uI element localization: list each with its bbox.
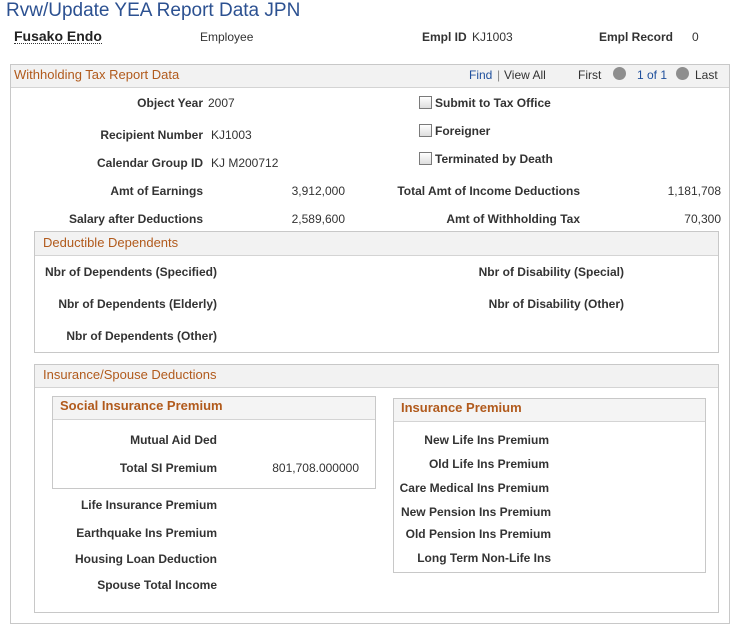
checkbox[interactable] [419, 124, 432, 137]
field-value: KJ1003 [211, 128, 252, 142]
field-label: Amt of Earnings [110, 184, 203, 198]
field-label: Recipient Number [100, 128, 203, 142]
field-label: Life Insurance Premium [80, 498, 217, 512]
field-label: Nbr of Dependents (Other) [66, 329, 217, 343]
field-value: 801,708.000000 [272, 461, 359, 475]
field-label: Nbr of Dependents (Elderly) [58, 297, 217, 311]
dependents-panel [34, 231, 719, 353]
find-link[interactable]: Find [469, 68, 493, 82]
field-label: Nbr of Disability (Special) [478, 265, 624, 279]
field-label: Long Term Non-Life Ins [417, 551, 551, 565]
field-label: Object Year [137, 96, 203, 110]
checkbox-label: Terminated by Death [435, 152, 553, 166]
field-label: Nbr of Disability (Other) [488, 297, 624, 311]
field-value: 2007 [208, 96, 235, 110]
checkbox-label: Foreigner [435, 124, 491, 138]
section-title: Withholding Tax Report Data [14, 67, 180, 82]
next-button[interactable] [676, 67, 689, 80]
field-label: Spouse Total Income [97, 578, 217, 592]
page-title: Rvw/Update YEA Report Data JPN [6, 0, 301, 21]
field-label: Old Pension Ins Premium [405, 527, 551, 541]
empl-id-label: Empl ID [422, 30, 467, 44]
field-label: Mutual Aid Ded [130, 433, 217, 447]
field-label: New Life Ins Premium [424, 433, 549, 447]
field-label: Housing Loan Deduction [75, 552, 217, 566]
field-label: Total Amt of Income Deductions [397, 184, 580, 198]
group-title: Insurance Premium [401, 400, 522, 415]
section-title: Insurance/Spouse Deductions [43, 367, 217, 382]
separator: | [497, 68, 501, 82]
view-all-link[interactable]: View All [504, 68, 546, 82]
insurance-premium-box [393, 398, 706, 573]
checkbox-label: Submit to Tax Office [435, 96, 551, 110]
field-value: 70,300 [684, 212, 721, 226]
field-label: Earthquake Ins Premium [76, 526, 217, 540]
prev-button[interactable] [613, 67, 626, 80]
field-value: 3,912,000 [291, 184, 345, 198]
employee-name[interactable]: Fusako Endo [14, 28, 102, 44]
field-label: Salary after Deductions [68, 212, 203, 226]
checkbox[interactable] [419, 96, 432, 109]
field-label: Nbr of Dependents (Specified) [44, 265, 217, 279]
empl-record: 0 [692, 30, 699, 44]
insurance-panel [34, 364, 719, 613]
employee-role: Employee [200, 30, 254, 44]
field-label: Old Life Ins Premium [428, 457, 549, 471]
section-title: Deductible Dependents [43, 235, 179, 250]
empl-record-label: Empl Record [599, 30, 674, 44]
field-value: 2,589,600 [291, 212, 345, 226]
field-label: Care Medical Ins Premium [399, 481, 549, 495]
empl-id: KJ1003 [472, 30, 513, 44]
row-count: 1 of 1 [637, 68, 668, 82]
field-label: New Pension Ins Premium [400, 505, 551, 519]
social-insurance-box [52, 396, 376, 489]
checkbox[interactable] [419, 152, 432, 165]
field-label: Total SI Premium [119, 461, 217, 475]
last-link[interactable]: Last [695, 68, 718, 82]
field-value: KJ M200712 [211, 156, 279, 170]
field-label: Calendar Group ID [96, 156, 203, 170]
field-label: Amt of Withholding Tax [446, 212, 580, 226]
field-value: 1,181,708 [667, 184, 721, 198]
first-link[interactable]: First [578, 68, 602, 82]
group-title: Social Insurance Premium [60, 398, 223, 413]
